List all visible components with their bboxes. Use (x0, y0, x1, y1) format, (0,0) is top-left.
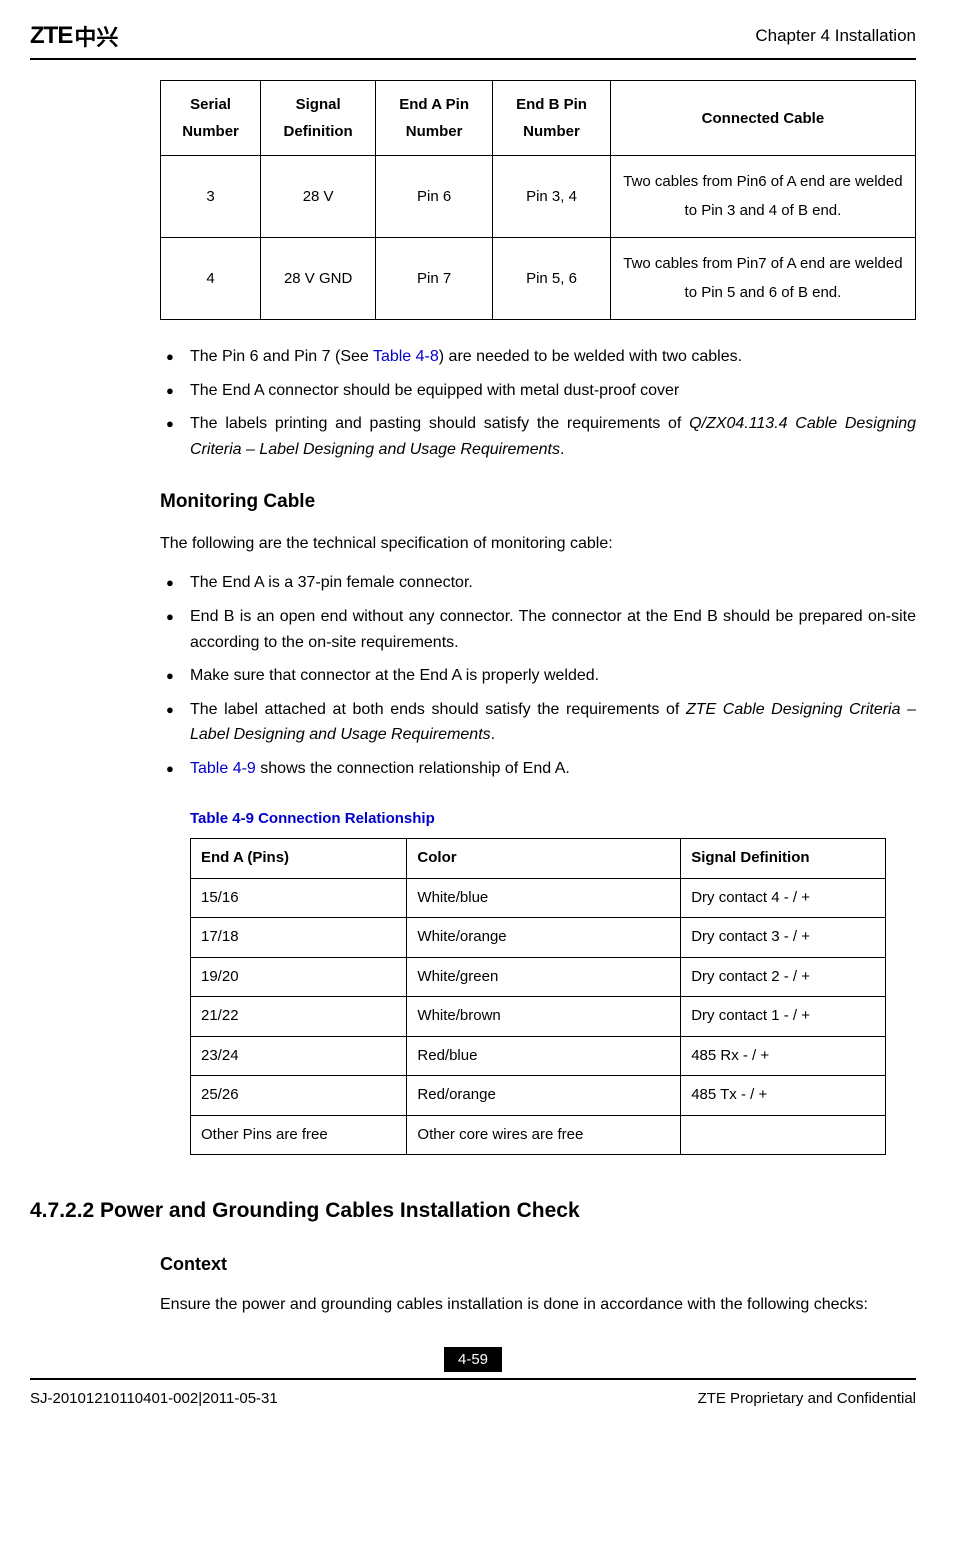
doc-id: SJ-20101210110401-002|2011-05-31 (30, 1390, 278, 1407)
context-para: Ensure the power and grounding cables in… (160, 1292, 916, 1318)
table-4-8-link[interactable]: Table 4-8 (373, 348, 439, 365)
cell: Red/orange (407, 1076, 681, 1116)
cell: 23/24 (191, 1036, 407, 1076)
monitoring-intro: The following are the technical specific… (160, 531, 916, 557)
cell: 3 (161, 156, 261, 238)
page-number-wrap: 4-59 (30, 1347, 916, 1372)
cell: White/green (407, 957, 681, 997)
cell: Two cables from Pin6 of A end are welded… (610, 156, 915, 238)
cell: Red/blue (407, 1036, 681, 1076)
cell: White/blue (407, 878, 681, 918)
connection-relationship-table: End A (Pins) Color Signal Definition 15/… (190, 838, 886, 1155)
list-item: The label attached at both ends should s… (160, 697, 916, 748)
cell: 21/22 (191, 997, 407, 1037)
monitoring-cable-heading: Monitoring Cable (160, 488, 916, 517)
col-pins: End A (Pins) (191, 839, 407, 879)
table-row: 25/26Red/orange485 Tx - / + (191, 1076, 886, 1116)
text: . (491, 726, 495, 743)
page-number: 4-59 (444, 1347, 502, 1372)
page-header: ZTE中兴 Chapter 4 Installation (30, 20, 916, 60)
cell: 485 Rx - / + (681, 1036, 886, 1076)
table-header-row: Serial Number Signal Definition End A Pi… (161, 81, 916, 156)
notes-list-1: The Pin 6 and Pin 7 (See Table 4-8) are … (160, 344, 916, 462)
logo: ZTE中兴 (30, 20, 118, 52)
cell: 28 V GND (261, 238, 376, 320)
cell: Pin 3, 4 (493, 156, 611, 238)
col-end-b: End B Pin Number (493, 81, 611, 156)
text: . (560, 441, 564, 458)
cell: 15/16 (191, 878, 407, 918)
cell: Other Pins are free (191, 1115, 407, 1155)
cell: Dry contact 2 - / + (681, 957, 886, 997)
section-4-7-2-2-heading: 4.7.2.2 Power and Grounding Cables Insta… (30, 1195, 916, 1227)
cell: 28 V (261, 156, 376, 238)
cell: White/orange (407, 918, 681, 958)
text: shows the connection relationship of End… (256, 760, 570, 777)
cell: Pin 7 (376, 238, 493, 320)
cell: 4 (161, 238, 261, 320)
col-signal: Signal Definition (261, 81, 376, 156)
col-color: Color (407, 839, 681, 879)
list-item: The End A connector should be equipped w… (160, 378, 916, 404)
logo-text: ZTE (30, 22, 72, 50)
cell: Pin 5, 6 (493, 238, 611, 320)
table-row: 19/20White/greenDry contact 2 - / + (191, 957, 886, 997)
cell: White/brown (407, 997, 681, 1037)
list-item: End B is an open end without any connect… (160, 604, 916, 655)
confidential-notice: ZTE Proprietary and Confidential (698, 1390, 916, 1407)
table-row: 3 28 V Pin 6 Pin 3, 4 Two cables from Pi… (161, 156, 916, 238)
cell: Two cables from Pin7 of A end are welded… (610, 238, 915, 320)
monitoring-list: The End A is a 37-pin female connector. … (160, 570, 916, 781)
col-cable: Connected Cable (610, 81, 915, 156)
cell: 485 Tx - / + (681, 1076, 886, 1116)
list-item: Make sure that connector at the End A is… (160, 663, 916, 689)
text: The label attached at both ends should s… (190, 701, 686, 718)
col-signal-def: Signal Definition (681, 839, 886, 879)
list-item: The End A is a 37-pin female connector. (160, 570, 916, 596)
table-row: 23/24Red/blue485 Rx - / + (191, 1036, 886, 1076)
pin-assignment-table: Serial Number Signal Definition End A Pi… (160, 80, 916, 320)
cell: Pin 6 (376, 156, 493, 238)
cell: Dry contact 4 - / + (681, 878, 886, 918)
cell: 19/20 (191, 957, 407, 997)
chapter-title: Chapter 4 Installation (755, 26, 916, 46)
text: ) are needed to be welded with two cable… (439, 348, 742, 365)
table-row: 21/22White/brownDry contact 1 - / + (191, 997, 886, 1037)
table-4-9-link[interactable]: Table 4-9 (190, 760, 256, 777)
list-item: The Pin 6 and Pin 7 (See Table 4-8) are … (160, 344, 916, 370)
logo-chinese: 中兴 (74, 20, 118, 52)
text: The labels printing and pasting should s… (190, 415, 689, 432)
table-row: 15/16White/blueDry contact 4 - / + (191, 878, 886, 918)
list-item: Table 4-9 shows the connection relations… (160, 756, 916, 782)
table-row: 17/18White/orangeDry contact 3 - / + (191, 918, 886, 958)
cell: 17/18 (191, 918, 407, 958)
page-footer: SJ-20101210110401-002|2011-05-31 ZTE Pro… (30, 1380, 916, 1407)
list-item: The labels printing and pasting should s… (160, 411, 916, 462)
cell (681, 1115, 886, 1155)
table-row: Other Pins are freeOther core wires are … (191, 1115, 886, 1155)
col-end-a: End A Pin Number (376, 81, 493, 156)
cell: Other core wires are free (407, 1115, 681, 1155)
context-heading: Context (160, 1251, 916, 1278)
cell: 25/26 (191, 1076, 407, 1116)
cell: Dry contact 3 - / + (681, 918, 886, 958)
col-serial: Serial Number (161, 81, 261, 156)
table-4-9-caption: Table 4-9 Connection Relationship (160, 808, 916, 831)
cell: Dry contact 1 - / + (681, 997, 886, 1037)
text: The Pin 6 and Pin 7 (See (190, 348, 373, 365)
table-row: 4 28 V GND Pin 7 Pin 5, 6 Two cables fro… (161, 238, 916, 320)
table-header-row: End A (Pins) Color Signal Definition (191, 839, 886, 879)
